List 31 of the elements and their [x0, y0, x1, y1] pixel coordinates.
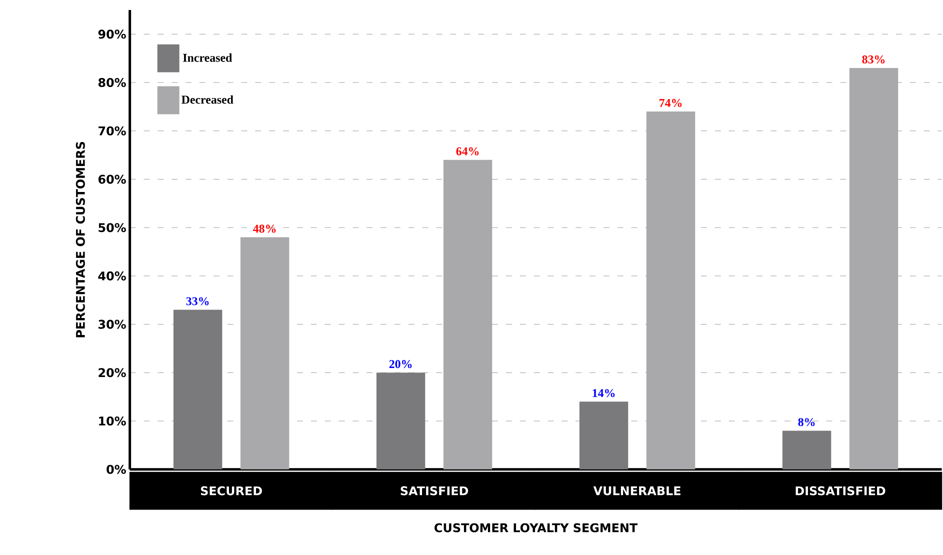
data-label: 14%: [592, 388, 615, 398]
y-tick-label: 10%: [99, 416, 126, 426]
data-label: 64%: [456, 147, 479, 156]
y-tick-label: 80%: [98, 78, 126, 87]
y-tick-label: 60%: [98, 174, 126, 184]
legend-label: Increased: [183, 53, 232, 62]
data-label: 8%: [798, 418, 815, 426]
x-tick-label: SATISFIED: [400, 486, 468, 496]
data-label: 74%: [660, 98, 682, 107]
y-tick-label: 70%: [98, 126, 126, 136]
x-axis-title: CUSTOMER LOYALTY SEGMENT: [434, 523, 638, 532]
bar: [849, 68, 898, 470]
data-label: 48%: [253, 224, 276, 233]
bar: [240, 237, 290, 470]
y-tick-label: 90%: [98, 30, 126, 39]
data-label: 83%: [862, 55, 885, 64]
bar: [443, 160, 492, 470]
legend-label: Decreased: [182, 95, 234, 104]
x-tick-label: VULNERABLE: [593, 486, 680, 496]
y-tick-label: 0%: [106, 464, 126, 474]
data-label: 20%: [389, 360, 412, 368]
x-tick-label: SECURED: [200, 486, 262, 496]
bar: [646, 111, 696, 470]
y-tick-label: 40%: [98, 271, 126, 280]
y-tick-label: 50%: [98, 222, 126, 232]
y-tick-label: 30%: [98, 320, 126, 329]
bar: [782, 430, 832, 470]
y-axis-title: PERCENTAGE OF CUSTOMERS: [76, 142, 85, 338]
data-label: 33%: [186, 297, 209, 306]
y-tick-label: 20%: [98, 368, 126, 378]
x-tick-label: DISSATISFIED: [796, 486, 886, 496]
